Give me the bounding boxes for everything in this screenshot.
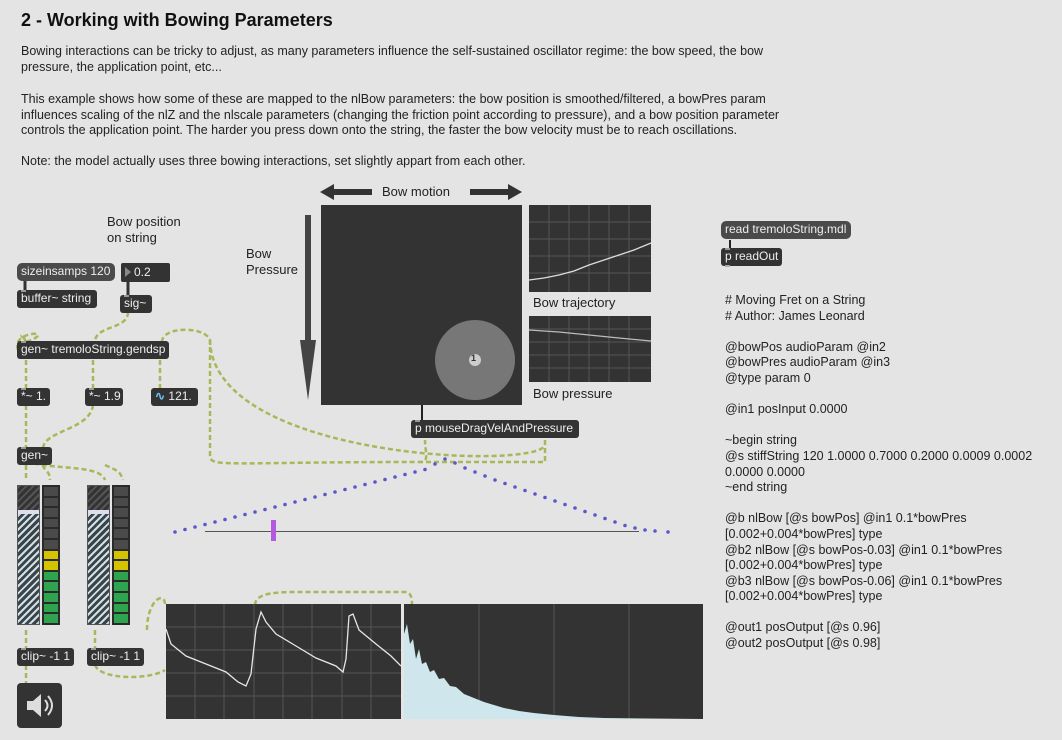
code-line: @bowPos audioParam @in2 bbox=[725, 339, 886, 354]
mousedrag-object[interactable]: p mouseDragVelAndPressure bbox=[411, 420, 579, 438]
bow-pressure-scope bbox=[528, 316, 652, 382]
bow-position-label: Bow position on string bbox=[107, 214, 181, 245]
speaker-icon bbox=[27, 694, 53, 717]
level-meter-left bbox=[42, 485, 60, 625]
bow-motion-label: Bow motion bbox=[382, 184, 450, 199]
arrow-right-icon bbox=[470, 184, 522, 200]
code-line: @b3 nlBow [@s bowPos-0.06] @in1 0.1*bowP… bbox=[725, 573, 1003, 588]
code-line: @b nlBow [@s bowPos] @in1 0.1*bowPres bbox=[725, 511, 967, 526]
pad-marker: 1 bbox=[471, 353, 477, 363]
multiply-object-1[interactable]: *~ 1. bbox=[17, 388, 50, 406]
code-line: ~begin string bbox=[725, 433, 797, 448]
clip-object-right[interactable]: clip~ -1 1 bbox=[87, 648, 144, 666]
bow-position-slider-track[interactable] bbox=[205, 531, 639, 532]
page-title: 2 - Working with Bowing Parameters bbox=[21, 10, 333, 30]
code-line: # Author: James Leonard bbox=[725, 308, 865, 323]
buffer-object[interactable]: buffer~ string bbox=[17, 290, 97, 308]
read-message[interactable]: read tremoloString.mdl bbox=[721, 221, 851, 239]
bow-pressure-axis-label: Bow Pressure bbox=[246, 246, 299, 277]
code-line: @out2 posOutput [@s 0.98] bbox=[725, 636, 881, 651]
multiply-object-2[interactable]: *~ 1.9 bbox=[85, 388, 123, 406]
number-triangle-icon bbox=[125, 267, 131, 277]
code-line: [0.002+0.004*bowPres] type bbox=[725, 526, 883, 541]
bow-pressure-label: Bow pressure bbox=[533, 386, 613, 401]
code-line: [0.002+0.004*bowPres] type bbox=[725, 589, 883, 604]
waveform-scope bbox=[165, 604, 402, 719]
code-line: @bowPres audioParam @in3 bbox=[725, 355, 891, 370]
code-line: 0.0000 0.0000 bbox=[725, 464, 805, 479]
level-meter-right bbox=[112, 485, 130, 625]
gen-tremolostring-object[interactable]: gen~ tremoloString.gendsp bbox=[17, 341, 169, 359]
code-line: ~end string bbox=[725, 480, 788, 495]
string-display bbox=[173, 457, 670, 534]
arrow-down-icon bbox=[300, 215, 316, 400]
code-line: @b2 nlBow [@s bowPos-0.03] @in1 0.1*bowP… bbox=[725, 542, 1003, 557]
sizeinsamps-message[interactable]: sizeinsamps 120 bbox=[17, 263, 115, 281]
gain-slider-left[interactable] bbox=[17, 485, 40, 625]
spectrum-scope bbox=[404, 604, 703, 719]
clip-object-left[interactable]: clip~ -1 1 bbox=[17, 648, 74, 666]
gen-object[interactable]: gen~ bbox=[17, 447, 52, 465]
bow-xy-pad[interactable]: 1 bbox=[321, 205, 522, 405]
code-line: [0.002+0.004*bowPres] type bbox=[725, 558, 883, 573]
speaker-button[interactable] bbox=[17, 683, 62, 728]
code-line: # Moving Fret on a String bbox=[725, 293, 866, 307]
code-line: @out1 posOutput [@s 0.96] bbox=[725, 620, 881, 635]
note-paragraph: Note: the model actually uses three bowi… bbox=[21, 154, 526, 168]
code-line: @in1 posInput 0.0000 bbox=[725, 402, 848, 417]
arrow-left-icon bbox=[320, 184, 372, 200]
code-line: @type param 0 bbox=[725, 370, 811, 385]
code-line: @s stiffString 120 1.0000 0.7000 0.2000 … bbox=[725, 448, 1033, 463]
signal-number-box[interactable]: ∿ 121. bbox=[151, 388, 198, 406]
bow-trajectory-label: Bow trajectory bbox=[533, 295, 616, 310]
bow-trajectory-scope bbox=[528, 205, 652, 292]
readout-object[interactable]: p readOut bbox=[721, 248, 782, 267]
model-code-comment: # Moving Fret on a String # Author: Jame… bbox=[725, 293, 1032, 652]
bow-position-slider-thumb[interactable] bbox=[271, 520, 276, 541]
sig-object[interactable]: sig~ bbox=[120, 295, 152, 313]
gain-slider-right[interactable] bbox=[87, 485, 110, 625]
tilde-icon: ∿ bbox=[155, 389, 169, 403]
intro-paragraph: Bowing interactions can be tricky to adj… bbox=[21, 44, 764, 74]
mapping-paragraph: This example shows how some of these are… bbox=[21, 92, 780, 137]
bow-position-number[interactable]: 0.2 bbox=[121, 263, 170, 282]
